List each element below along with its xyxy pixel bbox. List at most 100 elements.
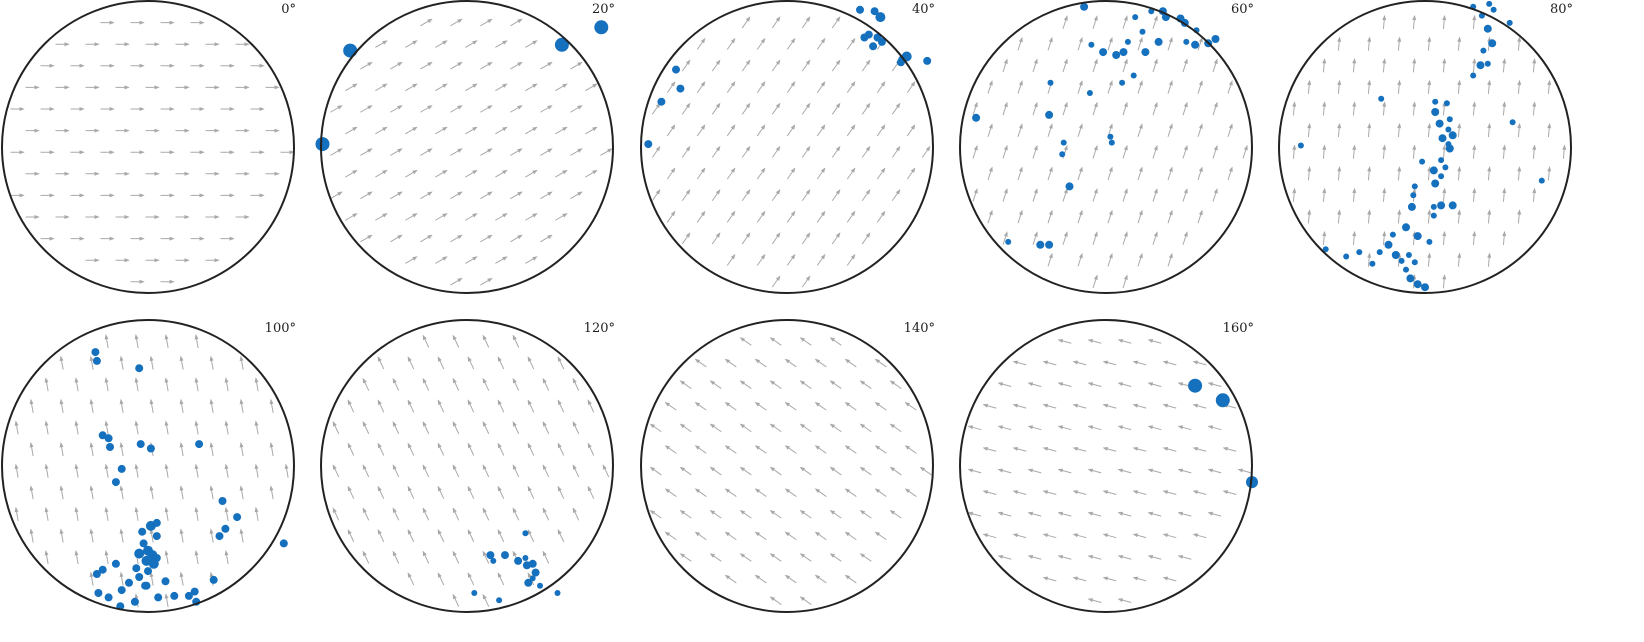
arrow-head-mark: [997, 468, 1004, 473]
arrow-head-mark: [997, 555, 1004, 559]
arrow-head-mark: [457, 148, 463, 153]
arrow-head-mark: [482, 507, 487, 513]
arrow-head-mark: [1307, 209, 1312, 215]
arrow-head-mark: [1367, 122, 1372, 129]
arrow-head-mark: [124, 215, 130, 219]
arrow-head-mark: [1442, 230, 1447, 237]
grain-point: [190, 587, 199, 596]
arrow-head-mark: [1457, 209, 1462, 215]
grain-points: [972, 2, 1220, 249]
arrow-head-mark: [1382, 58, 1387, 64]
arrow-head-mark: [745, 189, 751, 195]
arrow-head-mark: [769, 553, 776, 558]
arrow-head-mark: [997, 382, 1004, 387]
arrow-head-mark: [154, 215, 160, 219]
pole-figure-outline: [959, 0, 1253, 294]
grain-point: [233, 513, 242, 522]
grain-point: [170, 591, 179, 600]
arrow-head-mark: [1057, 382, 1064, 387]
arrow-head-mark: [44, 420, 49, 426]
arrow-head-mark: [850, 167, 856, 173]
arrow-head-mark: [452, 507, 457, 513]
arrow-head-mark: [1138, 80, 1143, 86]
arrow-head-mark: [790, 253, 796, 260]
arrow-head-mark: [259, 150, 265, 155]
arrow-head-mark: [1412, 101, 1417, 107]
arrow-head-mark: [754, 445, 761, 450]
grain-point: [1398, 257, 1405, 264]
arrow-head-mark: [607, 148, 612, 153]
arrow-head-mark: [1093, 58, 1098, 64]
grain-point: [135, 364, 144, 373]
grain-point: [1183, 38, 1190, 45]
arrow-head-mark: [1123, 231, 1128, 237]
arrow-head-mark: [754, 402, 761, 407]
arrow-head-mark: [1108, 209, 1113, 216]
arrow-head-mark: [1063, 15, 1068, 21]
arrow-head-mark: [532, 83, 538, 88]
arrow-head-mark: [517, 234, 523, 240]
arrow-head-mark: [1367, 166, 1372, 172]
arrow-head-mark: [1307, 166, 1312, 172]
grain-point: [1376, 249, 1383, 256]
arrow-head-mark: [472, 169, 478, 175]
arrow-head-mark: [1352, 144, 1357, 150]
arrow-head-mark: [1048, 36, 1053, 43]
grain-point: [873, 33, 882, 42]
arrow-head-mark: [1012, 490, 1019, 495]
grain-point: [117, 586, 126, 595]
arrow-head-mark: [562, 213, 568, 218]
grain-point: [1112, 51, 1121, 59]
arrow-head-mark: [700, 37, 706, 44]
arrow-head-mark: [679, 380, 686, 385]
arrow-head-mark: [694, 402, 701, 407]
arrow-head-mark: [149, 355, 154, 362]
arrow-head-mark: [169, 150, 175, 155]
arrow-head-mark: [1147, 382, 1154, 387]
arrow-head-mark: [209, 442, 214, 448]
arrow-head-mark: [1078, 123, 1083, 129]
arrow-head-mark: [1322, 144, 1327, 150]
arrow-head-mark: [497, 485, 502, 492]
arrow-head-mark: [1087, 555, 1094, 559]
arrow-head-mark: [29, 528, 34, 534]
arrow-head-mark: [1108, 36, 1113, 43]
arrow-head-mark: [14, 420, 19, 426]
arrow-head-mark: [467, 399, 472, 405]
grain-point: [1432, 98, 1439, 105]
grain-point: [514, 556, 523, 565]
arrow-head-mark: [467, 442, 472, 449]
grain-point: [1406, 274, 1415, 283]
pole-figure-panel: 20°: [315, 0, 615, 294]
arrow-head-mark: [362, 507, 367, 513]
arrow-head-mark: [844, 574, 851, 580]
arrow-head-mark: [859, 423, 866, 429]
arrow-head-mark: [919, 466, 926, 472]
arrow-head-mark: [1123, 274, 1128, 280]
arrow-head-mark: [512, 377, 517, 384]
arrow-head-mark: [745, 16, 751, 22]
arrow-head-mark: [1168, 166, 1173, 172]
arrow-head-mark: [164, 463, 169, 470]
arrow-head-mark: [124, 128, 130, 133]
arrow-head-mark: [139, 279, 145, 284]
arrow-field: [10, 20, 293, 284]
arrow-head-mark: [397, 105, 403, 110]
arrow-head-mark: [1033, 101, 1038, 108]
arrow-head-mark: [967, 425, 974, 430]
arrow-head-mark: [784, 358, 791, 364]
arrow-head-mark: [274, 128, 280, 133]
arrow-head-mark: [199, 20, 205, 25]
arrow-head-mark: [1042, 576, 1049, 581]
arrow-head-mark: [1048, 252, 1053, 259]
arrow-head-mark: [164, 420, 169, 426]
arrow-head-mark: [844, 445, 851, 450]
arrow-head-mark: [679, 553, 686, 558]
arrow-head-mark: [1502, 230, 1507, 237]
arrow-head-mark: [592, 83, 598, 88]
arrow-head-mark: [214, 171, 220, 176]
pole-figure-outline: [959, 319, 1253, 613]
arrow-head-mark: [724, 445, 731, 450]
arrow-head-mark: [1292, 101, 1297, 107]
arrow-head-mark: [760, 81, 766, 87]
